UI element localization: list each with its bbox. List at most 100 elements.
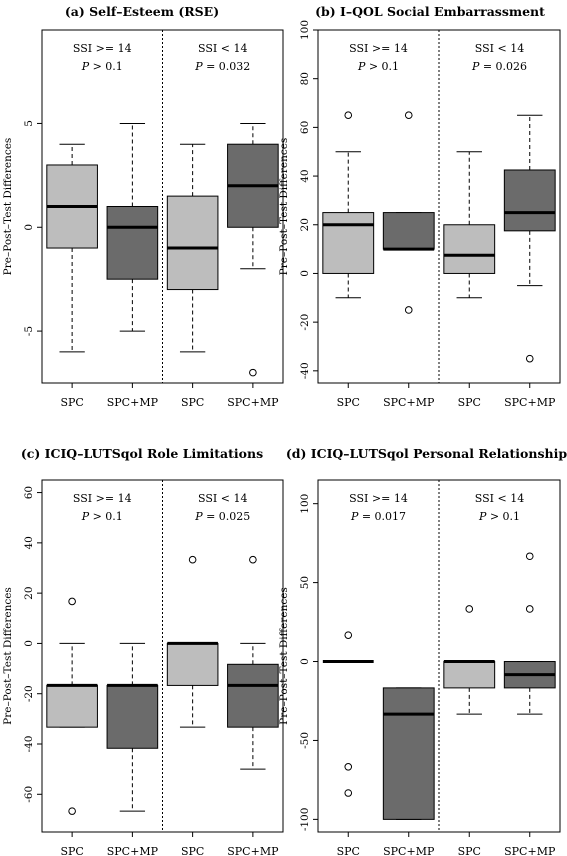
box-body (322, 212, 375, 274)
y-tick-label: -5 (23, 326, 35, 336)
group-label: SSI < 14 (198, 42, 247, 55)
box-body (443, 224, 496, 274)
box-body (166, 195, 219, 291)
group-label: SSI >= 14 (73, 492, 132, 505)
p-value: > 0.1 (486, 510, 520, 523)
y-tick-label: 40 (23, 536, 35, 549)
x-tick-label: SPC (181, 845, 204, 856)
box-3 (443, 151, 496, 299)
box-body (382, 687, 435, 820)
x-tick-label: SPC+MP (504, 396, 556, 409)
p-value: > 0.1 (365, 60, 399, 73)
group-label: SSI < 14 (475, 42, 524, 55)
outlier-point (249, 368, 257, 377)
y-tick-label: 0 (299, 658, 311, 665)
box-4 (227, 555, 279, 770)
box-4 (503, 114, 556, 363)
p-value: > 0.1 (89, 510, 123, 523)
p-value: = 0.032 (203, 60, 251, 73)
y-tick-label: 0 (23, 224, 35, 231)
p-symbol: P (81, 510, 90, 523)
panel-title: (a) Self–Esteem (RSE) (65, 4, 219, 19)
p-symbol: P (194, 60, 203, 73)
box-body (227, 663, 279, 728)
group-label: SSI >= 14 (73, 42, 132, 55)
outlier-point (249, 555, 257, 564)
panel-a: (a) Self–Esteem (RSE) Pre–Post–Test Diffe… (2, 4, 284, 409)
x-tick-label: SPC+MP (504, 845, 556, 856)
y-axis-label: Pre–Post–Test Differences (2, 138, 14, 276)
x-tick-label: SPC+MP (107, 845, 159, 856)
box-body (106, 206, 159, 280)
outlier-point (525, 605, 534, 613)
panel-d: (d) ICIQ–LUTSqol Personal Relationships P… (278, 446, 567, 856)
y-tick-label: 100 (299, 20, 311, 40)
y-tick-label: 20 (299, 218, 311, 231)
p-value-label: P = 0.017 (350, 510, 406, 523)
p-value: > 0.1 (89, 60, 123, 73)
y-tick-label: 100 (299, 494, 311, 514)
box-2 (382, 111, 435, 314)
box-3 (166, 143, 219, 353)
x-tick-label: SPC (181, 396, 204, 409)
x-tick-label: SPC+MP (383, 396, 435, 409)
y-tick-label: 60 (299, 121, 311, 134)
panel-title: (b) I–QOL Social Embarrassment (315, 4, 545, 19)
x-tick-label: SPC+MP (227, 845, 279, 856)
outlier-point (465, 605, 474, 613)
y-tick-label: -40 (299, 362, 311, 379)
y-tick-label: -40 (23, 736, 35, 753)
box-body (106, 684, 159, 749)
outlier-point (525, 552, 534, 561)
outlier-point (525, 354, 534, 363)
x-tick-label: SPC (337, 845, 360, 856)
p-value: = 0.026 (479, 60, 527, 73)
y-tick-label: 20 (23, 586, 35, 599)
p-symbol: P (194, 510, 203, 523)
y-tick-label: -20 (23, 685, 35, 702)
y-axis-label: Pre–Post–Test Differences (278, 587, 290, 725)
group-label: SSI < 14 (475, 492, 524, 505)
p-value-label: P = 0.026 (471, 60, 527, 73)
p-value-label: P > 0.1 (81, 510, 123, 523)
y-tick-label: 0 (23, 640, 35, 647)
box-2 (382, 687, 435, 820)
box-body (46, 684, 98, 728)
y-axis-label: Pre–Post–Test Differences (2, 587, 14, 725)
y-tick-label: -60 (23, 786, 35, 803)
outlier-point (344, 789, 353, 797)
p-value-label: P = 0.032 (194, 60, 250, 73)
p-value-label: P = 0.025 (194, 510, 250, 523)
p-symbol: P (81, 60, 90, 73)
box-3 (443, 605, 496, 715)
y-tick-label: 40 (299, 169, 311, 182)
y-tick-label: -20 (299, 314, 311, 331)
group-label: SSI >= 14 (349, 492, 408, 505)
y-tick-label: 80 (299, 72, 311, 85)
panel-title: (d) ICIQ–LUTSqol Personal Relationships (286, 446, 567, 461)
x-tick-label: SPC (60, 396, 83, 409)
y-tick-label: -100 (299, 808, 311, 832)
outlier-point (68, 597, 76, 606)
p-symbol: P (357, 60, 366, 73)
p-symbol: P (478, 510, 487, 523)
box-1 (322, 631, 374, 797)
outlier-point (344, 763, 353, 771)
p-value-label: P > 0.1 (357, 60, 399, 73)
x-tick-label: SPC (458, 845, 481, 856)
box-2 (106, 122, 159, 332)
group-label: SSI >= 14 (349, 42, 408, 55)
x-tick-label: SPC (337, 396, 360, 409)
box-body (443, 661, 496, 689)
box-1 (322, 111, 375, 299)
box-4 (227, 122, 279, 377)
box-1 (46, 597, 98, 815)
panel-b: (b) I–QOL Social Embarrassment Pre–Post–T… (278, 4, 561, 409)
p-value-label: P > 0.1 (81, 60, 123, 73)
y-tick-label: 60 (23, 486, 35, 499)
box-1 (46, 143, 98, 353)
outlier-point (404, 306, 413, 314)
p-value: = 0.017 (358, 510, 406, 523)
y-tick-label: -50 (299, 732, 311, 749)
